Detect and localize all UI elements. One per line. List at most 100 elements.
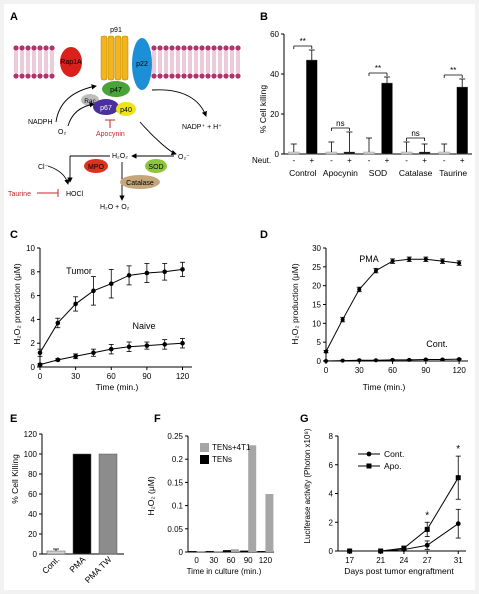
membrane-lipid-head (19, 73, 25, 79)
x-tick-label: 21 (376, 556, 385, 565)
data-point (440, 357, 445, 362)
bar (257, 551, 266, 553)
data-point (162, 342, 167, 347)
membrane-lipid-head (199, 73, 205, 79)
membrane-lipid-head (25, 73, 31, 79)
data-point (55, 357, 61, 363)
series-line (325, 258, 460, 352)
bar (72, 453, 92, 555)
bar (231, 549, 239, 552)
data-point (401, 545, 407, 551)
membrane-lipid-head (43, 45, 49, 51)
chloride-label: Cl⁻ (38, 164, 49, 171)
series-label: Tumor (66, 266, 92, 276)
series-label: PMA (359, 254, 379, 264)
data-point (108, 346, 114, 352)
x-tick-label: 0 (38, 372, 43, 381)
rac-label: Rac (84, 98, 96, 105)
data-point (373, 268, 378, 273)
p91-helix-2 (107, 35, 115, 81)
membrane-lipid-head (175, 73, 181, 79)
membrane-lipid-head (157, 45, 163, 51)
x-tick-label: 120 (452, 366, 466, 375)
membrane-lipid-head (31, 45, 37, 51)
panel-a-diagram: Rap1A p22 p91 p47 Rac p67 p40 NADPH O₂ A… (8, 27, 241, 211)
p91-helix-1 (100, 35, 108, 81)
data-point (91, 350, 96, 356)
bar (213, 551, 222, 553)
membrane-lipid-head (205, 73, 211, 79)
group-label: Apocynin (323, 168, 358, 178)
data-point (440, 259, 445, 264)
water-label: H₂O + O₂ (100, 204, 130, 211)
membrane-lipid-head (151, 73, 157, 79)
y-tick-label: 20 (270, 110, 279, 119)
data-point (340, 358, 345, 363)
panel-e-ylabel: % Cell Killing (10, 454, 20, 504)
bar (196, 551, 205, 553)
x-tick-label: 27 (423, 556, 432, 565)
data-point (180, 267, 185, 272)
p91-label: p91 (110, 27, 122, 34)
membrane-lipid-head (25, 45, 31, 51)
data-point (390, 357, 395, 362)
y-tick-label: 20 (28, 530, 37, 539)
figure-canvas: A B C D E F G Rap1A p22 p91 p47 Rac p67 … (4, 4, 475, 590)
panel-d-chart: H₂O₂ production (μM) Time (min.) 0 5 10 15 2… (290, 244, 468, 392)
membrane-lipid-head (151, 45, 157, 51)
data-point (407, 357, 412, 362)
category-label: PMA (67, 554, 87, 574)
y-tick-label: 0 (31, 363, 36, 372)
membrane-lipid-head (49, 45, 55, 51)
x-tick-label: 60 (388, 366, 397, 375)
taurine-label: Taurine (8, 191, 31, 198)
data-point (324, 349, 328, 354)
p40-label: p40 (120, 107, 132, 114)
data-point (390, 259, 395, 264)
data-point (407, 257, 412, 262)
p22-protein (132, 38, 152, 90)
y-tick-label: 30 (312, 244, 321, 253)
panel-letter-c: C (10, 229, 18, 241)
membrane-lipid-head (229, 45, 235, 51)
membrane-lipid-head (163, 73, 169, 79)
panel-d-ylabel: H₂O₂ production (μM) (290, 263, 300, 345)
rap1a-protein (60, 47, 82, 77)
p40-protein (116, 102, 136, 116)
y-tick-label: 0 (275, 150, 280, 159)
significance-label: ** (375, 64, 381, 73)
data-point (91, 288, 96, 294)
membrane-lipid-head (235, 73, 241, 79)
bar (438, 151, 450, 155)
nadph-arrow (55, 84, 97, 123)
superoxide-arrow (139, 121, 177, 156)
membrane-lipid-head (13, 45, 19, 51)
legend-swatch (200, 443, 209, 452)
x-tick-label: 120 (259, 556, 273, 565)
sod-enzyme (145, 159, 167, 173)
membrane-lipid-head (193, 73, 199, 79)
membrane-lipid-head (31, 73, 37, 79)
y-tick-label: 0.05 (167, 525, 183, 534)
membrane-lipid-head (169, 45, 175, 51)
bar (188, 551, 197, 553)
y-tick-label: 0.1 (172, 502, 184, 511)
y-tick-label: 2 (329, 518, 334, 527)
bar (98, 453, 118, 555)
figure-svg: A B C D E F G Rap1A p22 p91 p47 Rac p67 … (8, 11, 472, 585)
data-point (180, 340, 185, 346)
data-point (37, 350, 43, 356)
legend-label: TENs+4T1 (212, 443, 251, 452)
catalase-label: Catalase (126, 180, 154, 187)
data-point (347, 548, 353, 554)
x-tick-label: 0 (324, 366, 329, 375)
membrane-lipid-head (217, 73, 223, 79)
series-label: Naive (132, 321, 155, 331)
panel-b-ylabel: % Cell killing (258, 85, 268, 133)
y-tick-label: 0 (329, 547, 334, 556)
p22-label: p22 (136, 61, 148, 68)
panel-g-ylabel: Luciferase activity (Photon x10⁸) (303, 428, 312, 543)
y-tick-label: 0.25 (167, 432, 183, 441)
y-tick-label: 6 (329, 461, 334, 470)
o2-arrow (67, 102, 95, 127)
